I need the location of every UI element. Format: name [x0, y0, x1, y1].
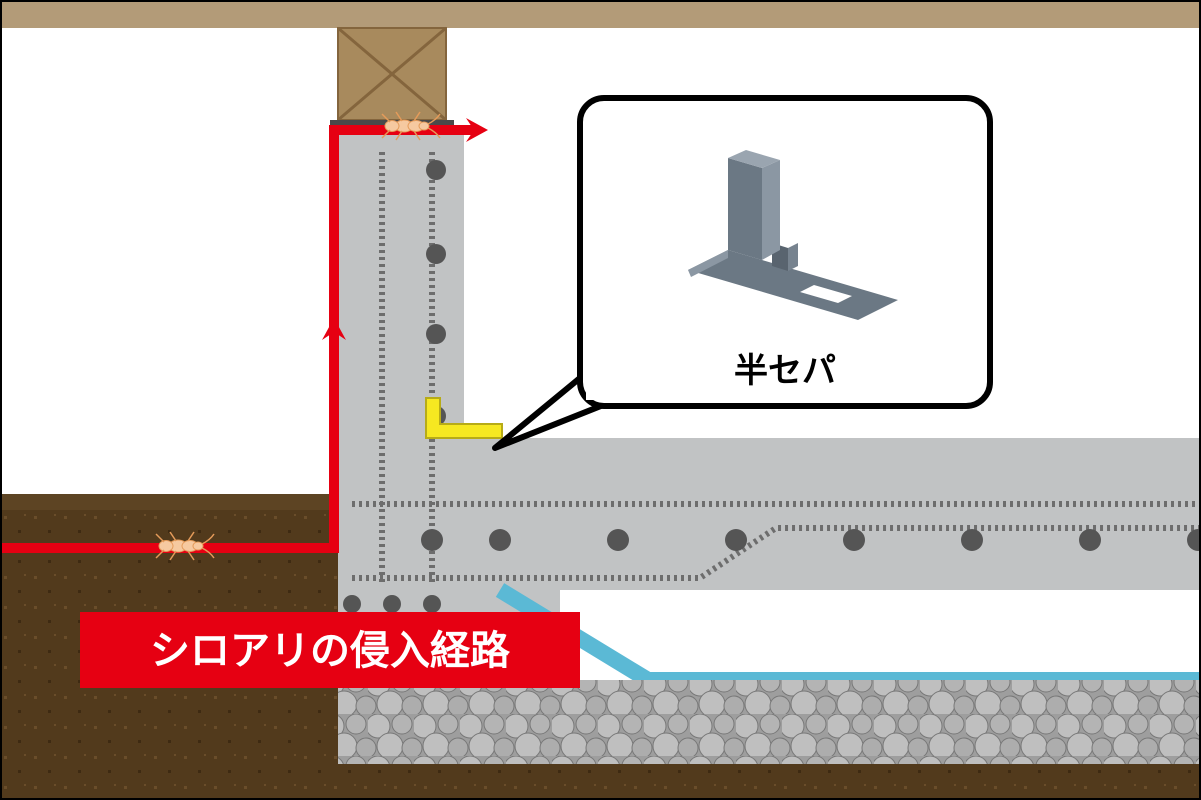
label-box-text: シロアリの侵入経路: [150, 629, 511, 673]
beam-top: [0, 0, 1201, 28]
wood-post: [338, 28, 446, 120]
callout-label: 半セパ: [734, 352, 836, 390]
diagram-canvas: 半セパ シロアリの侵入経路: [0, 0, 1201, 800]
soil-bottom: [0, 764, 1201, 800]
label-box: シロアリの侵入経路: [80, 612, 580, 688]
